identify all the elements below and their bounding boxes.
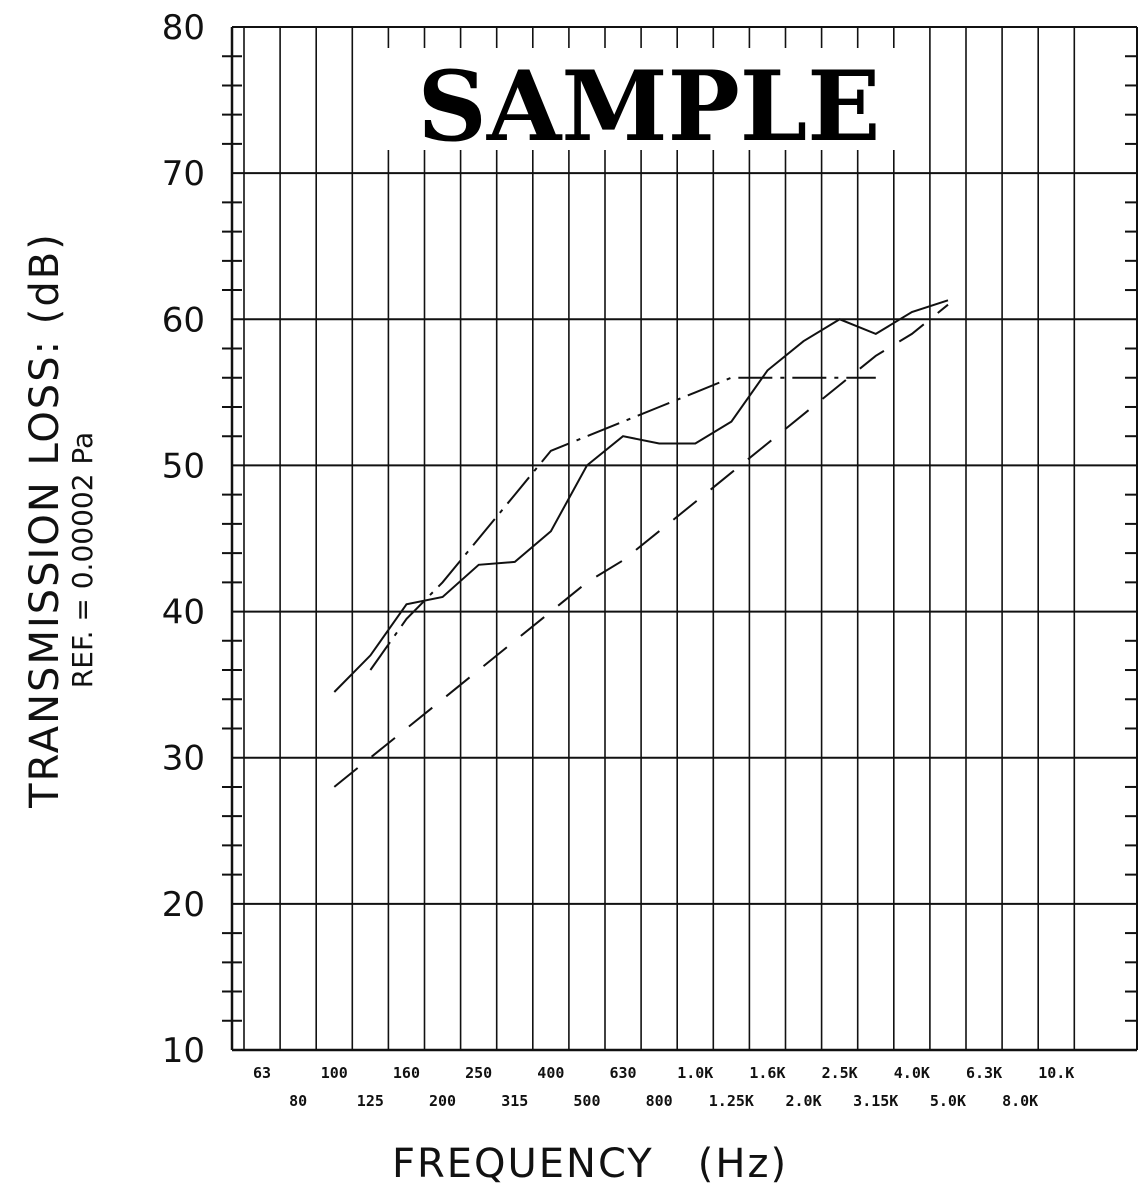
x-tick-label-upper: 4.0K xyxy=(894,1064,930,1082)
x-tick-label-upper: 1.0K xyxy=(677,1064,713,1082)
minor-ticks xyxy=(222,56,1137,1021)
x-tick-label-upper: 1.6K xyxy=(749,1064,785,1082)
x-tick-label-lower: 2.0K xyxy=(785,1092,821,1110)
x-tick-label-upper: 100 xyxy=(321,1064,348,1082)
plot-frame xyxy=(232,27,1137,1050)
x-tick-label-lower: 800 xyxy=(646,1092,673,1110)
y-tick-label: 30 xyxy=(162,739,205,779)
x-tick-label-upper: 160 xyxy=(393,1064,420,1082)
x-tick-labels: 63 100 160 250 400 630 1.0K 1.6K 2.5K 4.0K 6.3K 10.… xyxy=(253,1064,1074,1110)
x-tick-label-lower: 500 xyxy=(573,1092,600,1110)
x-tick-label-upper: 63 xyxy=(253,1064,271,1082)
y-tick-labels: 10 20 30 40 50 60 70 80 xyxy=(162,8,205,1071)
x-tick-label-lower: 8.0K xyxy=(1002,1092,1038,1110)
y-tick-label: 50 xyxy=(162,446,205,486)
series-line-dash-dot xyxy=(370,378,875,670)
y-tick-label: 70 xyxy=(162,154,205,194)
x-tick-label-upper: 6.3K xyxy=(966,1064,1002,1082)
x-axis-title: FREQUENCY (Hz) xyxy=(392,1141,788,1187)
watermark-box: SAMPLE xyxy=(381,48,917,163)
y-axis-subtitle: REF. = 0.00002 Pa xyxy=(66,432,99,688)
x-tick-label-upper: 250 xyxy=(465,1064,492,1082)
x-tick-label-upper: 2.5K xyxy=(822,1064,858,1082)
x-tick-label-lower: 3.15K xyxy=(853,1092,898,1110)
y-tick-label: 80 xyxy=(162,8,205,48)
y-tick-label: 60 xyxy=(162,300,205,340)
x-tick-label-lower: 125 xyxy=(357,1092,384,1110)
x-tick-label-upper: 630 xyxy=(610,1064,637,1082)
y-tick-label: 10 xyxy=(162,1031,205,1071)
x-tick-label-upper: 10.K xyxy=(1038,1064,1074,1082)
grid xyxy=(232,27,1137,1050)
x-tick-label-lower: 5.0K xyxy=(930,1092,966,1110)
y-tick-label: 20 xyxy=(162,885,205,925)
y-axis-title: TRANSMISSION LOSS: (dB) xyxy=(22,232,68,809)
x-tick-label-lower: 80 xyxy=(289,1092,307,1110)
x-tick-label-lower: 200 xyxy=(429,1092,456,1110)
x-tick-label-lower: 1.25K xyxy=(709,1092,754,1110)
x-tick-label-upper: 400 xyxy=(537,1064,564,1082)
watermark-text: SAMPLE xyxy=(418,50,881,163)
y-tick-label: 40 xyxy=(162,593,205,633)
x-tick-label-lower: 315 xyxy=(501,1092,528,1110)
